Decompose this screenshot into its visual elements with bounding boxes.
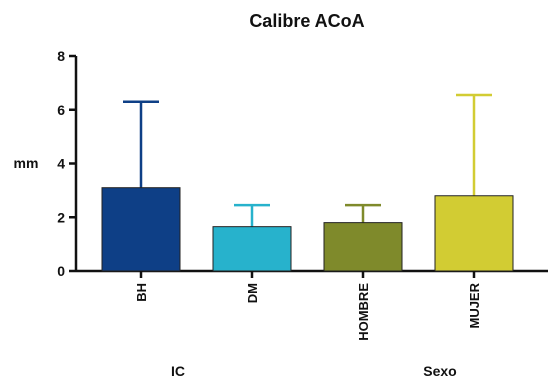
bar-hombre bbox=[323, 222, 403, 272]
y-tick-label: 6 bbox=[57, 102, 65, 118]
bar-mujer bbox=[434, 195, 514, 272]
y-tick-label: 0 bbox=[57, 263, 65, 279]
bar-bh bbox=[101, 187, 181, 272]
x-tick-label: DM bbox=[245, 283, 260, 303]
y-axis-label: mm bbox=[14, 155, 39, 171]
plot-area: 0 2 4 6 8 BH DM HOMBRE MUJER bbox=[57, 48, 548, 341]
y-tick-label: 2 bbox=[57, 209, 65, 225]
x-tick-label: HOMBRE bbox=[356, 283, 371, 341]
x-tick-label: MUJER bbox=[467, 282, 482, 328]
chart-title: Calibre ACoA bbox=[249, 11, 364, 31]
y-tick-label: 4 bbox=[57, 156, 65, 172]
group-label-sexo: Sexo bbox=[423, 363, 456, 379]
bar-dm bbox=[212, 226, 292, 272]
x-tick-label: BH bbox=[134, 283, 149, 302]
group-label-ic: IC bbox=[171, 363, 185, 379]
y-tick-label: 8 bbox=[57, 48, 65, 64]
